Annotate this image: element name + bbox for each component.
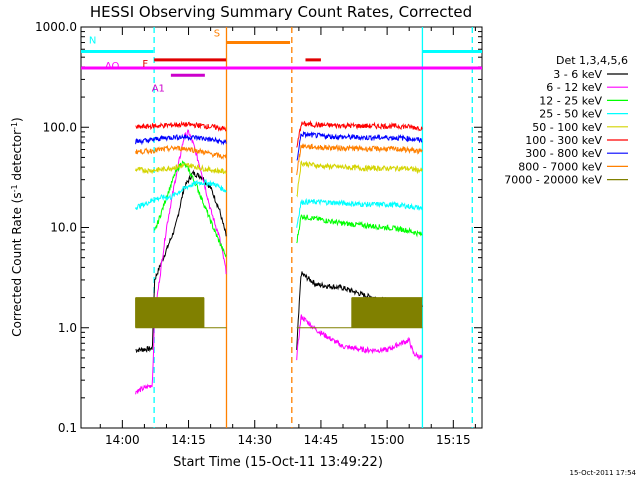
x-tick-label: 14:45 — [304, 433, 339, 447]
series-line — [135, 120, 423, 148]
y-tick-label: 1.0 — [58, 321, 77, 335]
legend-entry-label: 300 - 800 keV — [525, 147, 602, 160]
legend-entry-label: 50 - 100 keV — [532, 121, 602, 134]
status-bar-label: A1 — [152, 83, 165, 94]
series-line-olive — [135, 297, 423, 329]
y-tick-label: 10.0 — [50, 221, 77, 235]
legend-entry-label: 3 - 6 keV — [553, 68, 602, 81]
status-bar-label: S — [214, 29, 220, 40]
series-line — [135, 160, 423, 198]
y-tick-label: 1000.0 — [35, 20, 77, 34]
series-line — [135, 143, 423, 176]
y-axis-label: Corrected Count Rate (s-1 detector-1) — [10, 117, 25, 336]
y-axis-label-sup-2: -1 — [10, 122, 19, 130]
legend-entry-label: 25 - 50 keV — [539, 108, 602, 121]
status-bar-label: N — [89, 35, 96, 46]
legend-entry-label: 800 - 7000 keV — [518, 160, 602, 173]
legend-entry-label: 12 - 25 keV — [539, 94, 602, 107]
y-axis-label-part-3: ) — [10, 117, 24, 122]
data-series — [135, 120, 423, 395]
y-axis-label-sup-1: -1 — [10, 184, 19, 192]
legend-entry-label: 6 - 12 keV — [546, 81, 602, 94]
y-tick-label: 100.0 — [43, 120, 77, 134]
y-axis-label-part-1: Corrected Count Rate (s — [10, 192, 24, 336]
series-line — [135, 129, 423, 395]
legend-title: Det 1,3,4,5,6 — [556, 54, 628, 67]
x-tick-label: 14:15 — [171, 433, 206, 447]
legend-entry-label: 7000 - 20000 keV — [504, 174, 602, 187]
x-tick-label: 14:30 — [237, 433, 272, 447]
x-axis-label: Start Time (15-Oct-11 13:49:22) — [173, 455, 383, 470]
series-line — [135, 130, 423, 161]
chart-title: HESSI Observing Summary Count Rates, Cor… — [90, 3, 472, 21]
axis-ticks: 1000.0 100.0 10.0 1.0 0.1 14:00 14:15 14:30 14:4… — [35, 20, 482, 447]
status-bar-label: AO — [105, 61, 120, 72]
status-bars: N F AO A1 S — [81, 29, 482, 94]
y-axis-label-part-2: detector — [10, 130, 24, 185]
legend-entry-label: 100 - 300 keV — [525, 134, 602, 147]
x-tick-label: 15:15 — [436, 433, 471, 447]
footer-timestamp: 15-Oct-2011 17:54 — [570, 469, 637, 477]
status-bar-label: F — [142, 59, 148, 70]
x-tick-label: 14:00 — [105, 433, 140, 447]
vertical-markers — [153, 27, 473, 428]
x-tick-label: 15:00 — [370, 433, 405, 447]
y-tick-label: 0.1 — [58, 421, 77, 435]
series-line — [135, 178, 423, 228]
